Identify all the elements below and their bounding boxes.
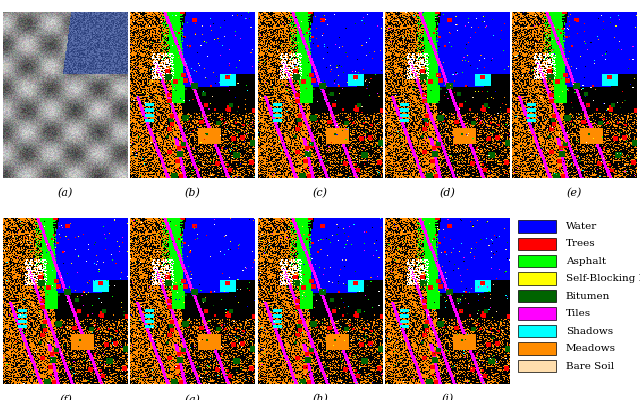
Text: (e): (e): [567, 188, 582, 198]
Bar: [518, 325, 556, 337]
Text: (b): (b): [185, 188, 201, 198]
Bar: [518, 255, 556, 268]
Bar: [518, 272, 556, 285]
Bar: [518, 342, 556, 355]
Text: Bitumen: Bitumen: [566, 292, 610, 301]
Text: Asphalt: Asphalt: [566, 257, 606, 266]
Text: (d): (d): [439, 188, 455, 198]
Text: Tiles: Tiles: [566, 309, 591, 318]
Text: Meadows: Meadows: [566, 344, 616, 353]
Bar: [518, 290, 556, 302]
Bar: [518, 360, 556, 372]
Text: Shadows: Shadows: [566, 327, 613, 336]
Bar: [518, 308, 556, 320]
Text: (g): (g): [185, 394, 201, 400]
Text: (c): (c): [312, 188, 328, 198]
Bar: [518, 220, 556, 232]
Text: Water: Water: [566, 222, 597, 231]
Text: (h): (h): [312, 394, 328, 400]
Text: (a): (a): [58, 188, 73, 198]
Text: Self-Blocking Bricks: Self-Blocking Bricks: [566, 274, 640, 283]
Text: Bare Soil: Bare Soil: [566, 362, 614, 370]
Text: (f): (f): [59, 394, 72, 400]
Text: (i): (i): [441, 394, 453, 400]
Text: Trees: Trees: [566, 239, 595, 248]
Bar: [518, 238, 556, 250]
